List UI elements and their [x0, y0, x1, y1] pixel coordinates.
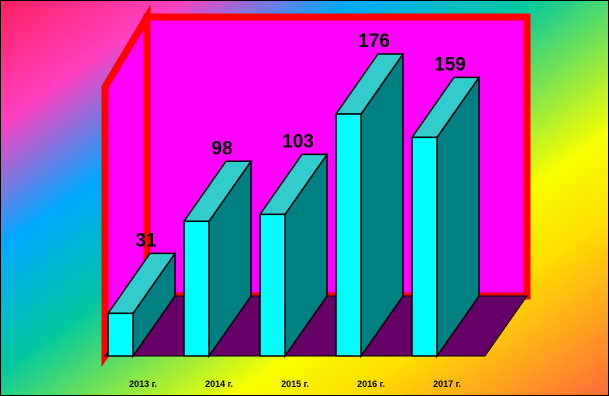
bars-group	[106, 51, 481, 359]
bar-front-face	[259, 213, 286, 357]
bar	[258, 151, 329, 359]
data-label: 98	[211, 138, 232, 159]
bar-front-face	[411, 136, 438, 357]
bar	[410, 74, 481, 359]
data-label: 31	[135, 230, 157, 251]
x-tick-label: 2016 г.	[357, 379, 385, 389]
bar-front-face	[183, 220, 210, 357]
bar	[334, 51, 405, 359]
x-tick-label: 2017 г.	[433, 379, 461, 389]
x-tick-label: 2014 г.	[205, 379, 233, 389]
bar-front-face	[335, 113, 362, 357]
bar	[182, 158, 253, 359]
x-tick-label: 2013 г.	[129, 379, 157, 389]
data-label: 103	[282, 131, 314, 152]
data-label: 176	[358, 31, 390, 52]
data-label: 159	[434, 54, 466, 75]
bar-front-face	[107, 312, 134, 357]
data-labels-group: 31 98 103 176 159	[135, 31, 465, 251]
bar	[106, 250, 177, 359]
x-tick-labels-group: 2013 г. 2014 г. 2015 г. 2016 г. 2017 г.	[129, 379, 461, 389]
x-tick-label: 2015 г.	[281, 379, 309, 389]
